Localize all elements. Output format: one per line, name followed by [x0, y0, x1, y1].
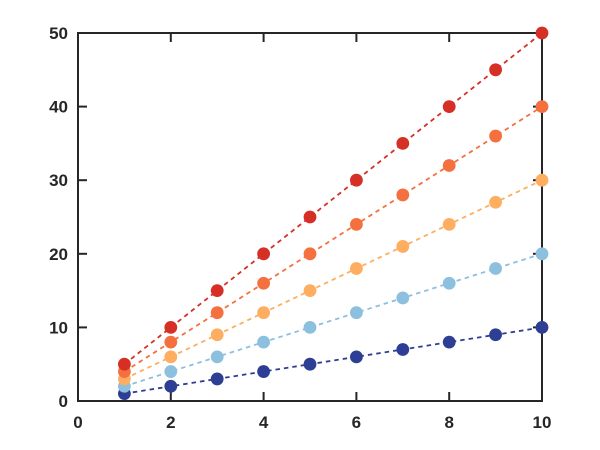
x-tick-label: 6: [352, 413, 361, 432]
data-point-slope-1: [350, 350, 363, 364]
data-point-slope-4: [164, 335, 178, 349]
y-tick-label: 20: [49, 245, 68, 264]
data-point-slope-2: [210, 350, 224, 364]
data-point-slope-1: [396, 343, 410, 356]
data-point-slope-4: [535, 100, 549, 113]
data-point-slope-2: [396, 291, 410, 305]
y-tick-label: 30: [49, 171, 68, 190]
data-point-slope-3: [396, 240, 410, 253]
data-point-slope-3: [303, 284, 317, 297]
data-point-slope-5: [303, 210, 317, 224]
data-point-slope-1: [303, 357, 317, 371]
data-point-slope-3: [535, 173, 549, 187]
data-point-slope-1: [535, 321, 549, 334]
data-point-slope-3: [164, 350, 178, 364]
data-point-slope-4: [350, 217, 363, 231]
data-point-slope-5: [257, 247, 270, 261]
data-point-slope-1: [210, 372, 224, 386]
data-point-slope-2: [350, 306, 363, 320]
data-point-slope-2: [303, 321, 317, 334]
series-line-slope-4: [123, 105, 543, 373]
x-tick-label: 2: [166, 413, 175, 432]
data-point-slope-4: [396, 188, 410, 202]
x-tick-label: 4: [259, 413, 269, 432]
data-point-slope-4: [442, 159, 456, 172]
series-line-slope-1: [124, 326, 543, 395]
data-point-slope-4: [489, 129, 502, 143]
data-point-slope-5: [350, 173, 363, 187]
x-tick-label: 8: [444, 413, 453, 432]
y-tick-label: 50: [49, 24, 68, 43]
data-point-slope-3: [257, 306, 270, 320]
y-tick-label: 10: [49, 318, 68, 337]
series-line-slope-5: [123, 32, 543, 365]
data-point-slope-5: [535, 26, 549, 40]
y-tick-label: 0: [59, 392, 68, 411]
data-point-slope-5: [396, 137, 410, 150]
series-line-slope-3: [124, 179, 543, 380]
data-point-slope-1: [442, 335, 456, 349]
data-point-slope-1: [257, 365, 270, 378]
data-point-slope-4: [257, 276, 270, 290]
x-tick-label: 10: [533, 413, 552, 432]
y-tick-label: 40: [49, 98, 68, 117]
data-point-slope-5: [164, 321, 178, 334]
data-point-slope-1: [489, 328, 502, 342]
data-point-slope-5: [489, 63, 502, 77]
axes-box: [77, 32, 543, 402]
data-point-slope-5: [442, 100, 456, 113]
data-point-slope-3: [442, 217, 456, 231]
data-point-slope-2: [489, 262, 502, 275]
data-point-slope-5: [210, 284, 224, 297]
data-point-slope-4: [303, 247, 317, 261]
data-point-slope-3: [489, 195, 502, 209]
x-tick-label: 0: [73, 413, 82, 432]
data-point-slope-2: [257, 335, 270, 349]
data-point-slope-2: [535, 247, 549, 261]
data-point-slope-3: [350, 262, 363, 275]
data-point-slope-5: [118, 357, 131, 371]
data-point-slope-2: [164, 365, 178, 378]
data-point-slope-4: [210, 306, 224, 320]
data-point-slope-3: [210, 328, 224, 342]
data-point-slope-2: [442, 276, 456, 290]
series-line-slope-2: [124, 252, 543, 388]
data-point-slope-1: [164, 379, 178, 393]
